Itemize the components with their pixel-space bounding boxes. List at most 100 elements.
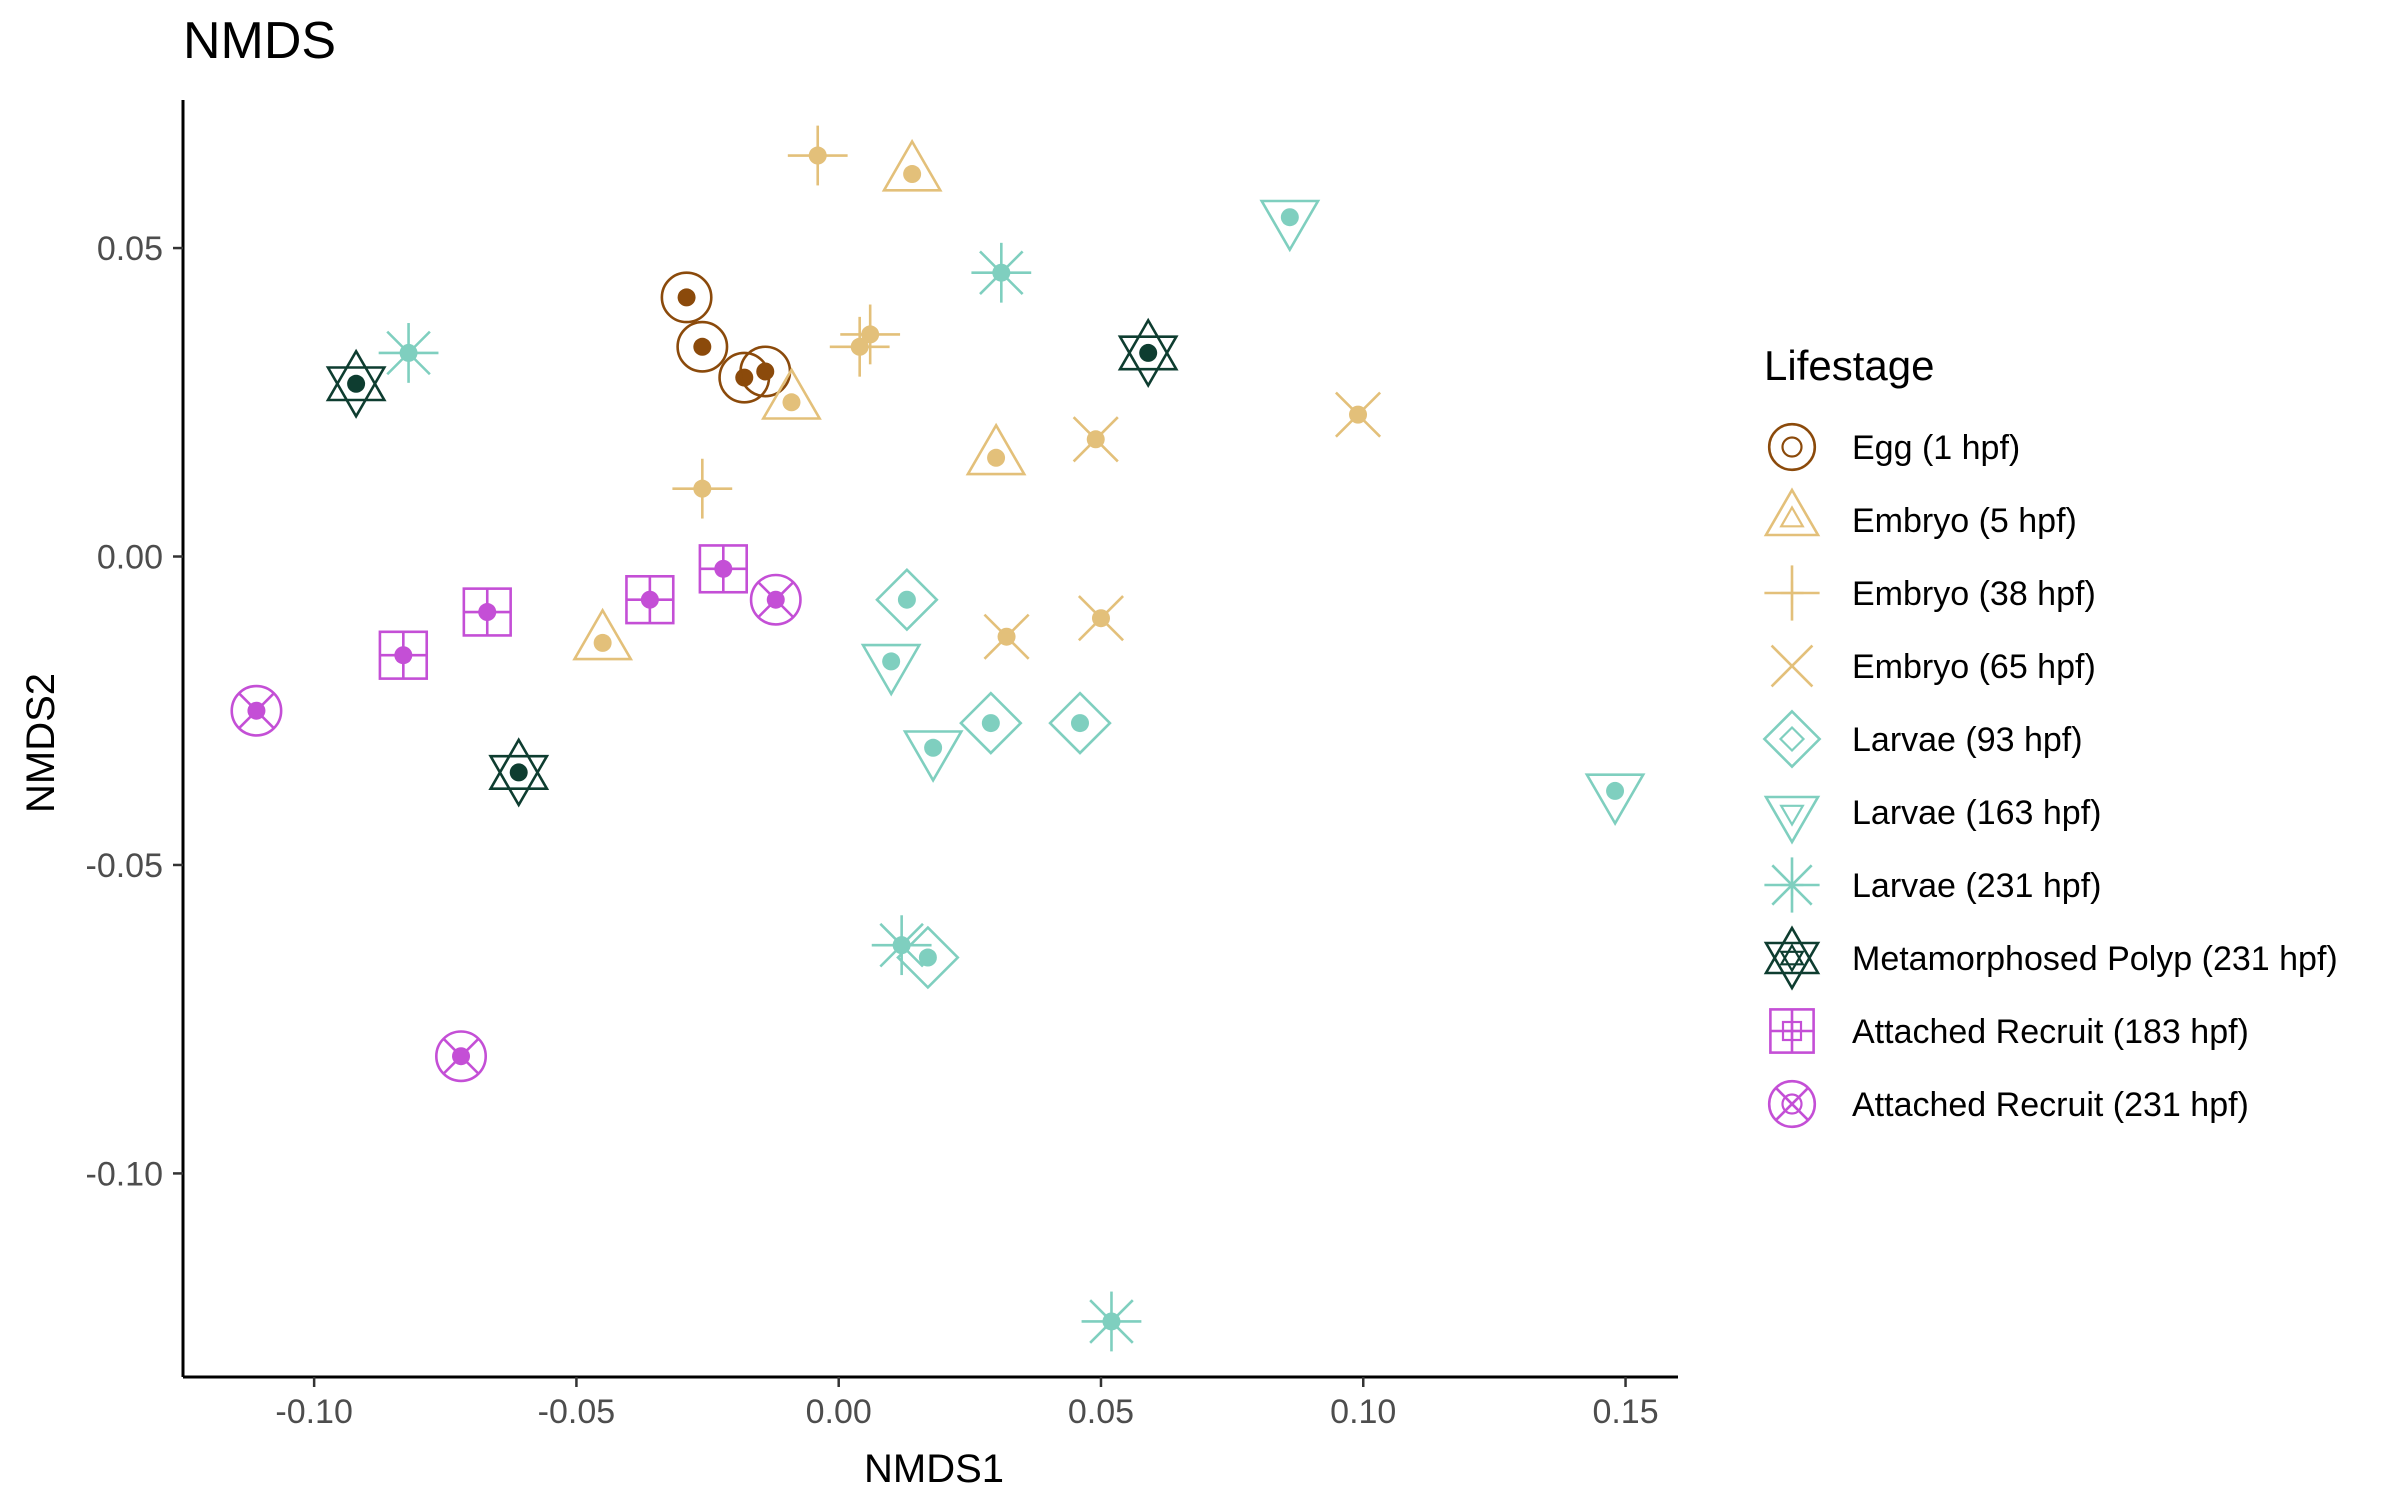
data-point-dot (997, 627, 1016, 646)
legend-key (1770, 644, 1814, 688)
legend-key (1762, 709, 1822, 769)
data-point-dot (1086, 430, 1105, 449)
data-point-dot (897, 590, 916, 609)
x-tick-label: -0.05 (538, 1393, 616, 1431)
data-point (881, 138, 943, 192)
legend-key (1769, 1008, 1815, 1054)
data-point (871, 915, 932, 976)
data-point-dot (1091, 609, 1110, 628)
legend-key (1763, 487, 1821, 537)
data-point-dot (756, 362, 775, 381)
data-point-dot (509, 763, 528, 782)
legend-key (1764, 565, 1820, 621)
data-point-dot (808, 146, 827, 165)
legend-title: Lifestage (1764, 342, 1934, 389)
data-point-dot (1071, 714, 1089, 733)
data-point-dot (987, 448, 1006, 467)
legend-item: Attached Recruit (231 hpf) (1767, 1079, 2249, 1129)
legend-item: Larvae (163 hpf) (1763, 794, 2102, 845)
data-point-dot (918, 948, 937, 967)
legend-label: Larvae (163 hpf) (1852, 794, 2102, 832)
data-point (672, 458, 733, 519)
data-point-dot (903, 165, 922, 184)
legend-label: Embryo (38 hpf) (1852, 575, 2096, 613)
data-point (749, 573, 802, 626)
data-point-dot (478, 603, 497, 622)
legend-key (1763, 925, 1821, 991)
legend-key (1764, 857, 1820, 913)
data-point (462, 587, 512, 637)
data-point (1081, 1291, 1142, 1352)
plot-axes: -0.10 -0.05 0.00 0.05 0.10 0.15 -0.10 -0.05 0.00… (86, 100, 1678, 1431)
y-tick-label: -0.05 (86, 847, 164, 885)
data-point-dot (347, 374, 366, 393)
legend-item: Embryo (38 hpf) (1764, 565, 2096, 621)
legend: Lifestage Egg (1 hpf) Embryo (5 hpf) Embry… (1762, 342, 2338, 1129)
legend-label: Larvae (93 hpf) (1852, 721, 2083, 759)
data-point (840, 304, 901, 365)
data-point (860, 643, 922, 697)
data-point (625, 574, 675, 625)
data-point-dot (850, 337, 869, 356)
x-tick-label: -0.10 (275, 1393, 353, 1431)
legend-key (1763, 795, 1821, 845)
legend-label: Egg (1 hpf) (1852, 429, 2020, 467)
data-point (1584, 773, 1646, 826)
data-point (1048, 691, 1112, 755)
legend-item: Embryo (5 hpf) (1763, 487, 2077, 540)
data-point (698, 544, 748, 594)
data-point-dot (782, 393, 801, 412)
legend-item: Metamorphosed Polyp (231 hpf) (1763, 925, 2338, 991)
x-tick-label: 0.00 (806, 1393, 872, 1431)
legend-label: Embryo (5 hpf) (1852, 502, 2077, 540)
legend-item: Embryo (65 hpf) (1770, 644, 2096, 688)
x-tick-label: 0.15 (1592, 1393, 1658, 1431)
data-point-dot (593, 633, 612, 652)
data-point (959, 691, 1023, 755)
data-point-dot (861, 325, 880, 344)
data-point (902, 730, 964, 783)
data-point-dot (1349, 405, 1368, 424)
data-point (983, 613, 1030, 660)
data-point (1072, 416, 1119, 463)
legend-key (1767, 1079, 1817, 1129)
legend-items: Egg (1 hpf) Embryo (5 hpf) Embryo (38 hpf)… (1762, 422, 2338, 1129)
legend-label: Attached Recruit (231 hpf) (1852, 1086, 2249, 1124)
data-point (230, 684, 283, 737)
data-point-dot (714, 559, 733, 578)
chart-title: NMDS (183, 12, 336, 70)
data-point-dot (766, 590, 785, 609)
data-point-dot (924, 738, 943, 757)
legend-label: Larvae (231 hpf) (1852, 867, 2102, 905)
data-point (1117, 317, 1179, 388)
data-point (896, 925, 960, 990)
data-point-dot (992, 263, 1011, 282)
y-tick-label: -0.10 (86, 1155, 164, 1193)
data-point (1334, 391, 1382, 438)
data-point (325, 348, 387, 419)
data-point (660, 271, 713, 324)
data-point-dot (693, 479, 712, 498)
legend-item: Larvae (93 hpf) (1762, 709, 2083, 769)
data-point (488, 737, 550, 808)
legend-item: Attached Recruit (183 hpf) (1769, 1008, 2249, 1054)
data-point-dot (452, 1047, 471, 1066)
data-point-dot (892, 936, 911, 955)
legend-label: Metamorphosed Polyp (231 hpf) (1852, 940, 2338, 978)
plot-points (230, 125, 1646, 1352)
data-point (378, 323, 439, 383)
x-tick-label: 0.05 (1068, 1393, 1134, 1431)
data-point-dot (981, 714, 1000, 733)
x-tick-label: 0.10 (1330, 1393, 1396, 1431)
data-point (1259, 199, 1321, 253)
data-point (676, 320, 729, 373)
data-point-dot (1102, 1312, 1121, 1331)
data-point-dot (247, 701, 266, 720)
data-point-dot (1280, 208, 1299, 227)
data-point (971, 242, 1032, 303)
legend-key (1767, 422, 1817, 472)
legend-label: Attached Recruit (183 hpf) (1852, 1013, 2249, 1051)
data-point (761, 367, 822, 420)
data-point (378, 630, 429, 680)
